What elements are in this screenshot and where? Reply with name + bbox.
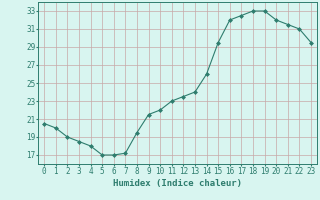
X-axis label: Humidex (Indice chaleur): Humidex (Indice chaleur) bbox=[113, 179, 242, 188]
